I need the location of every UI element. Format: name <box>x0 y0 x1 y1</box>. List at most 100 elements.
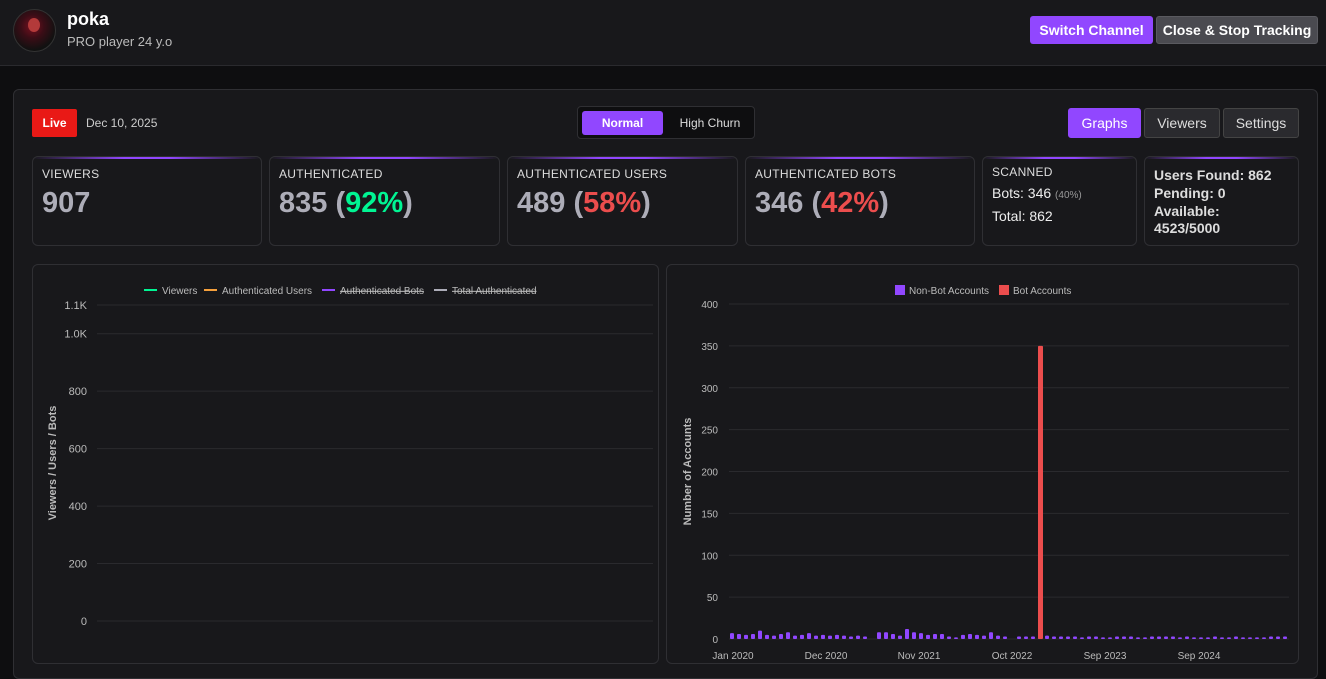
bar-non-bot <box>1157 636 1161 639</box>
bar-non-bot <box>1192 637 1196 639</box>
y-tick-label: 200 <box>701 468 718 479</box>
account-age-bar-chart: 0 50 100 150 200 250 300 350 400 Number of Accoun… <box>666 264 1299 664</box>
authenticated-bots-value: 346 <box>755 187 804 219</box>
bar-non-bot <box>1150 636 1154 639</box>
top-bar: poka PRO player 24 y.o Switch Channel Cl… <box>0 0 1326 66</box>
paren-open: ( <box>803 187 822 219</box>
y-tick-label: 200 <box>69 559 87 571</box>
legend-label: Total Authenticated <box>452 286 537 297</box>
mode-toggle: Normal High Churn <box>577 106 755 139</box>
bar-non-bot <box>891 633 895 639</box>
avatar[interactable] <box>13 9 56 52</box>
tab-graphs[interactable]: Graphs <box>1068 108 1141 138</box>
mode-high-churn-button[interactable]: High Churn <box>679 116 741 130</box>
viewers-line-chart-svg: 0 200 400 600 800 1.0K 1.1K Viewers / Users / B… <box>47 286 653 628</box>
bar-non-bot <box>758 630 762 639</box>
bar-non-bot <box>1101 637 1105 639</box>
bar-non-bot <box>1199 637 1203 639</box>
bar-non-bot <box>1269 636 1273 639</box>
scanned-label: SCANNED <box>992 165 1053 179</box>
paren-close: ) <box>879 187 889 219</box>
bar-non-bot <box>1241 637 1245 639</box>
live-badge: Live <box>32 109 77 137</box>
bar-non-bot <box>786 632 790 639</box>
bar-non-bot <box>898 635 902 639</box>
legend-label: Viewers <box>162 286 197 297</box>
authenticated-bots-percent: 42% <box>821 187 880 219</box>
bar-non-bot <box>1220 637 1224 639</box>
tab-viewers[interactable]: Viewers <box>1144 108 1220 138</box>
y-tick-label: 100 <box>701 551 718 562</box>
y-tick-label: 800 <box>69 386 87 398</box>
bar-non-bot <box>730 633 734 639</box>
bar-non-bot <box>961 634 965 639</box>
bar-non-bot <box>835 634 839 639</box>
bar-non-bot <box>856 635 860 639</box>
bar-non-bot <box>842 635 846 639</box>
close-stop-tracking-button[interactable]: Close & Stop Tracking <box>1156 16 1318 44</box>
legend-label: Bot Accounts <box>1013 286 1071 297</box>
bar-non-bot <box>1255 637 1259 639</box>
bar-non-bot <box>1024 636 1028 639</box>
bar-non-bot <box>1052 636 1056 639</box>
available-value: 4523/5000 <box>1154 220 1221 236</box>
y-tick-label: 150 <box>701 509 718 520</box>
bar-non-bot <box>884 632 888 639</box>
authenticated-bots-card: AUTHENTICATED BOTS 346 (42%) <box>745 156 975 246</box>
users-found: Users Found: 862 <box>1154 167 1272 183</box>
authenticated-bots-value-row: 346 (42%) <box>755 187 889 220</box>
tab-settings[interactable]: Settings <box>1223 108 1299 138</box>
bar-non-bot <box>1129 636 1133 639</box>
y-tick-label: 400 <box>701 300 718 311</box>
scanned-card: SCANNED Bots: 346 (40%) Total: 862 <box>982 156 1137 246</box>
pending: Pending: 0 <box>1154 185 1226 201</box>
scanned-bots: Bots: 346 <box>992 185 1052 201</box>
x-tick-label: Sep 2023 <box>1084 651 1127 662</box>
x-tick-label: Sep 2024 <box>1178 651 1221 662</box>
viewers-card: VIEWERS 907 <box>32 156 262 246</box>
bar-non-bot <box>933 633 937 639</box>
authenticated-value-row: 835 (92%) <box>279 187 413 220</box>
bar-non-bot <box>1164 636 1168 639</box>
authenticated-value: 835 <box>279 187 328 219</box>
bar-non-bot <box>1066 636 1070 639</box>
paren-close: ) <box>641 187 651 219</box>
bar-non-bot <box>912 632 916 639</box>
bar-non-bot <box>1227 637 1231 639</box>
bar-non-bot <box>877 632 881 639</box>
bar-non-bot <box>779 633 783 639</box>
authenticated-users-label: AUTHENTICATED USERS <box>517 167 668 181</box>
switch-channel-button[interactable]: Switch Channel <box>1030 16 1153 44</box>
bar-non-bot <box>1108 637 1112 639</box>
authenticated-users-value-row: 489 (58%) <box>517 187 651 220</box>
bar-non-bot <box>1143 637 1147 639</box>
legend-swatch <box>895 285 905 295</box>
bar-non-bot <box>821 634 825 639</box>
bar-non-bot <box>1080 637 1084 639</box>
bar-non-bot <box>905 628 909 639</box>
stream-date: Dec 10, 2025 <box>86 116 158 130</box>
paren-close: ) <box>403 187 413 219</box>
bar-non-bot <box>1283 636 1287 639</box>
y-tick-label: 0 <box>712 635 718 646</box>
bar-non-bot <box>800 634 804 639</box>
bar-non-bot <box>996 635 1000 639</box>
bar-non-bot <box>1171 636 1175 639</box>
y-tick-label: 250 <box>701 426 718 437</box>
y-axis-label: Viewers / Users / Bots <box>47 406 59 521</box>
bar-non-bot <box>1248 637 1252 639</box>
y-tick-label: 300 <box>701 384 718 395</box>
bar-non-bot <box>807 633 811 639</box>
x-tick-label: Oct 2022 <box>992 651 1033 662</box>
bar-non-bot <box>744 634 748 639</box>
x-tick-label: Nov 2021 <box>898 651 941 662</box>
paren-open: ( <box>565 187 584 219</box>
scanned-bots-row: Bots: 346 (40%) <box>992 185 1082 201</box>
bar-non-bot <box>1087 636 1091 639</box>
y-axis-label: Number of Accounts <box>682 418 694 526</box>
bar-non-bot <box>751 633 755 639</box>
channel-name: poka <box>67 9 110 29</box>
bar-non-bot <box>919 633 923 639</box>
bar-non-bot <box>989 632 993 639</box>
mode-normal-button[interactable]: Normal <box>582 111 663 135</box>
